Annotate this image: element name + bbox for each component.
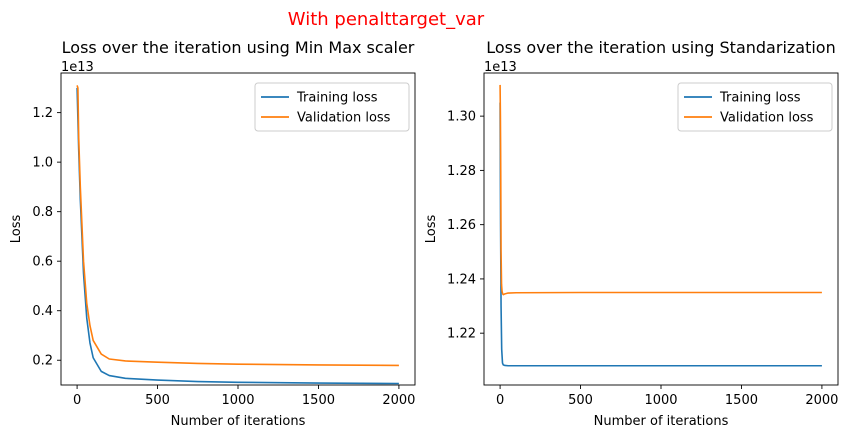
x-tick-label: 1000 — [221, 393, 254, 408]
y-tick-label: 0.2 — [32, 354, 53, 369]
x-tick-label: 2000 — [805, 393, 838, 408]
y-offset-label: 1e13 — [484, 60, 517, 75]
series-line-validation-loss — [76, 85, 399, 367]
x-axis-label: Number of iterations — [171, 414, 306, 429]
legend-box — [677, 82, 833, 132]
legend-label: Training loss — [719, 91, 801, 106]
legend: Training loss Validation loss — [254, 82, 410, 132]
y-tick-label: 1.28 — [447, 164, 476, 179]
x-tick-label: 1500 — [302, 393, 335, 408]
y-tick-label: 1.2 — [32, 106, 53, 121]
figure-suptitle: With penalttarget_var — [288, 9, 485, 30]
x-tick-label: 1500 — [725, 393, 758, 408]
chart-standarization: Loss over the iteration using Standariza… — [424, 38, 838, 429]
series-line-training-loss — [76, 87, 399, 385]
y-tick-label: 1.24 — [447, 272, 476, 287]
x-tick-label: 500 — [568, 393, 593, 408]
x-tick-label: 2000 — [382, 393, 415, 408]
x-axis-label: Number of iterations — [594, 414, 729, 429]
y-tick-label: 1.0 — [32, 156, 53, 171]
legend-label: Validation loss — [297, 111, 391, 126]
y-axis-label: Loss — [9, 215, 24, 244]
x-tick-label: 1000 — [644, 393, 677, 408]
y-tick-label: 0.8 — [32, 205, 53, 220]
series-line-training-loss — [499, 102, 822, 367]
y-tick-label: 1.26 — [447, 218, 476, 233]
chart-title: Loss over the iteration using Min Max sc… — [62, 38, 415, 57]
y-tick-label: 0.6 — [32, 255, 53, 270]
x-tick-label: 0 — [73, 393, 81, 408]
y-axis-label: Loss — [424, 215, 439, 244]
legend-label: Validation loss — [720, 111, 814, 126]
chart-title: Loss over the iteration using Standariza… — [486, 38, 835, 57]
legend-label: Training loss — [296, 91, 378, 106]
y-offset-label: 1e13 — [61, 60, 94, 75]
y-tick-label: 0.4 — [32, 304, 53, 319]
chart-min-max-scaler: Loss over the iteration using Min Max sc… — [9, 38, 415, 429]
legend-box — [254, 82, 410, 132]
y-tick-label: 1.22 — [447, 327, 476, 342]
y-tick-label: 1.30 — [447, 110, 476, 125]
series-line-validation-loss — [499, 84, 822, 296]
x-tick-label: 500 — [145, 393, 170, 408]
legend: Training loss Validation loss — [677, 82, 833, 132]
x-tick-label: 0 — [496, 393, 504, 408]
